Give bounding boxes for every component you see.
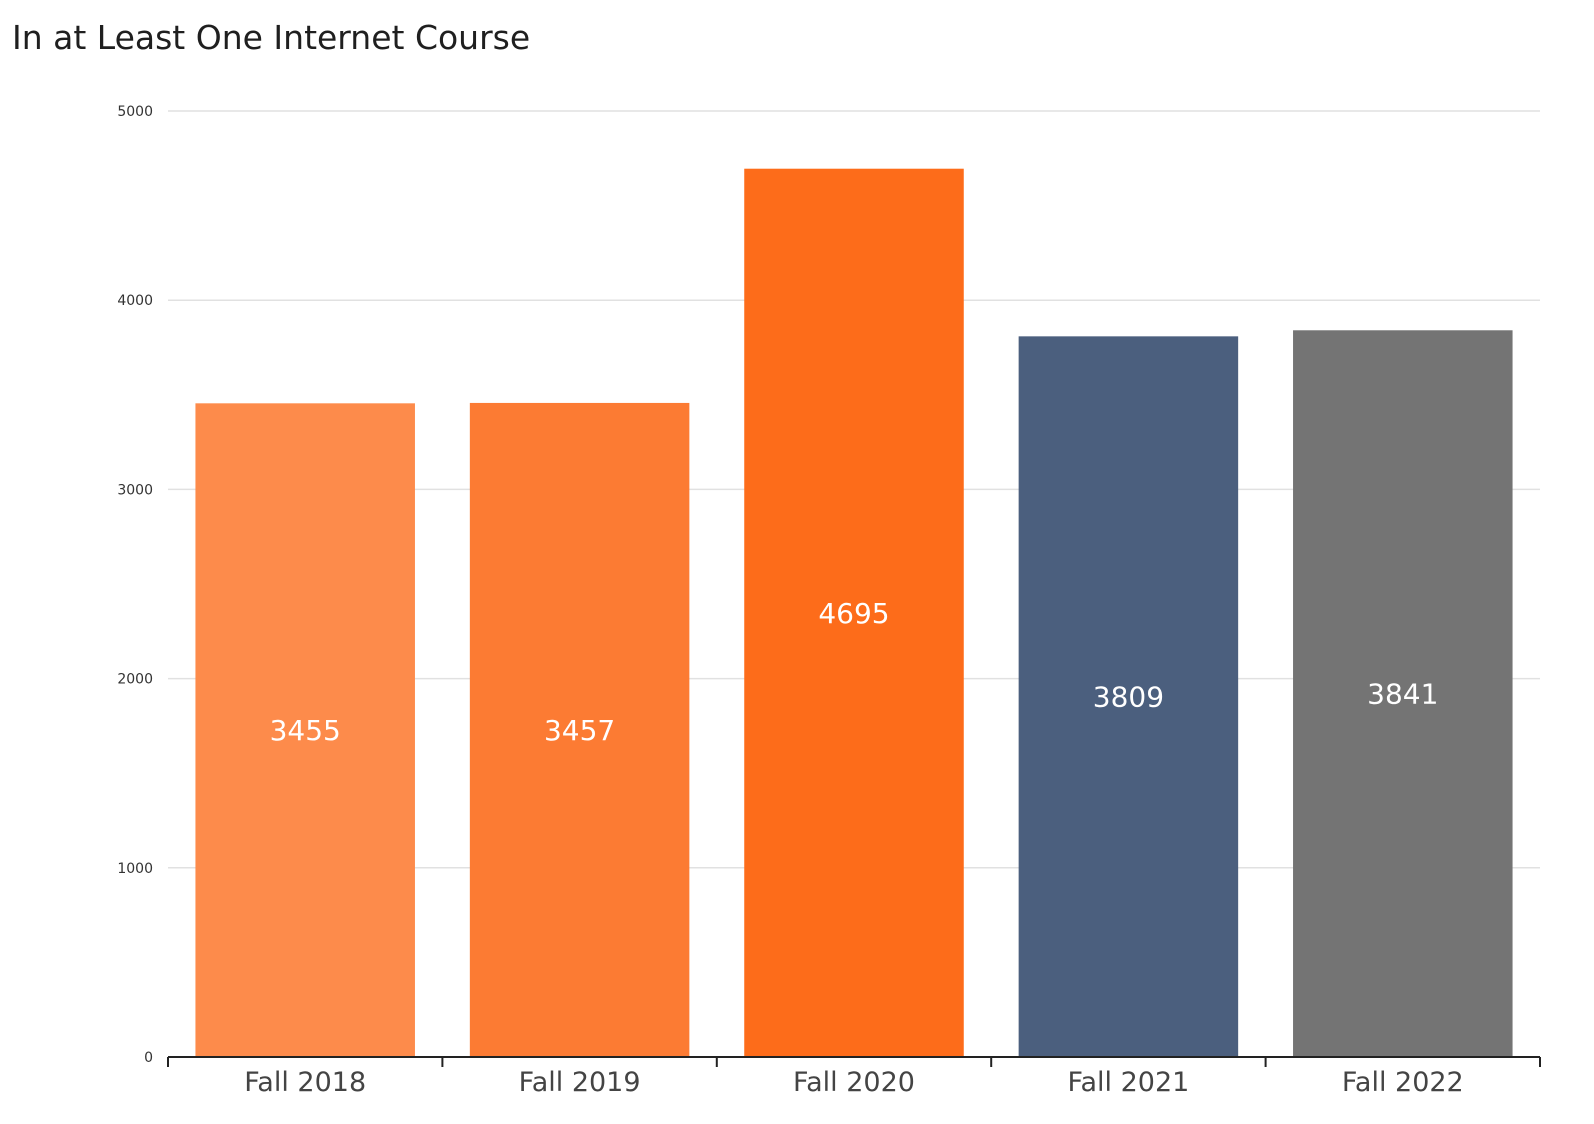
y-tick-label: 4000 [117,293,153,309]
data-labels: 3455 3457 4695 3809 3841 [270,597,1439,747]
y-tick-label: 2000 [117,672,153,688]
bar-fall-2019 [469,402,690,1057]
bar-fall-2021 [1018,336,1239,1058]
x-tick-label: Fall 2019 [519,1067,641,1098]
bar-fall-2022 [1293,330,1513,1057]
chart-title: In at Least One Internet Course [12,18,531,57]
x-tick-label: Fall 2022 [1342,1067,1464,1098]
data-label: 3809 [1093,681,1164,714]
y-axis-ticks: 0 1000 2000 3000 4000 5000 [117,104,153,1066]
bars [195,168,1513,1058]
data-label: 3455 [270,714,341,747]
data-label: 3841 [1367,678,1438,711]
bar-fall-2018 [195,403,415,1058]
data-label: 4695 [818,597,889,630]
x-tick-label: Fall 2018 [244,1067,366,1098]
bar-fall-2020 [744,168,964,1057]
y-tick-label: 1000 [117,861,153,877]
x-tick-label: Fall 2021 [1067,1067,1189,1098]
y-tick-label: 3000 [117,482,153,498]
y-tick-label: 5000 [117,104,153,120]
x-tick-label: Fall 2020 [793,1067,915,1098]
x-axis: Fall 2018 Fall 2019 Fall 2020 Fall 2021 Fall… [167,1056,1541,1098]
y-tick-label: 0 [144,1050,153,1066]
data-label: 3457 [544,714,615,747]
